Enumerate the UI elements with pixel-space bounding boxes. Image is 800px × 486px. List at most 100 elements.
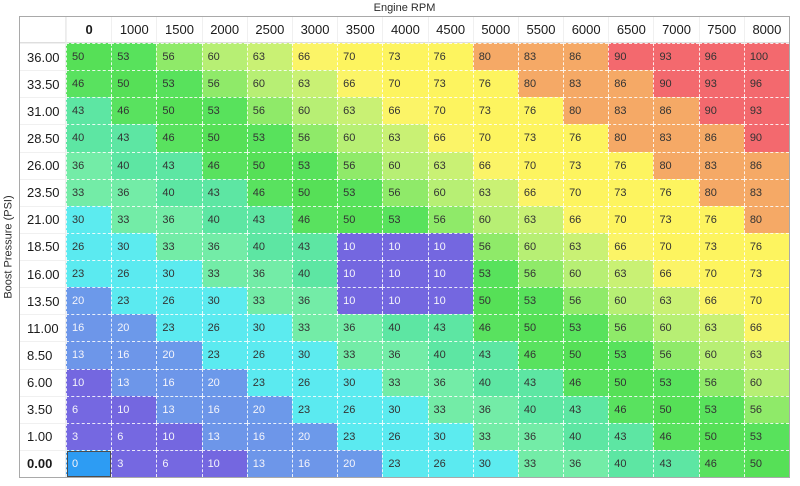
table-cell[interactable]: 40 [608,449,654,477]
table-cell[interactable]: 20 [66,287,112,315]
table-cell[interactable]: 56 [201,70,247,98]
table-cell[interactable]: 70 [382,70,428,98]
table-cell[interactable]: 63 [382,124,428,152]
table-cell[interactable]: 33 [337,341,383,369]
table-cell[interactable]: 50 [291,178,338,206]
row-header-3.50[interactable]: 3.50 [20,395,66,423]
table-cell[interactable]: 10 [337,260,383,288]
table-cell[interactable]: 10 [382,260,428,288]
table-cell[interactable]: 33 [382,368,428,396]
table-cell[interactable]: 46 [156,124,202,152]
table-cell[interactable]: 60 [608,287,654,315]
table-cell[interactable]: 50 [201,124,247,152]
table-cell[interactable]: 53 [743,422,789,450]
table-cell[interactable]: 30 [66,205,112,233]
table-cell[interactable]: 50 [66,43,112,71]
table-cell[interactable]: 100 [743,43,789,71]
table-cell[interactable]: 53 [111,43,157,71]
table-cell[interactable]: 60 [201,43,247,71]
table-cell[interactable]: 56 [653,341,699,369]
table-cell[interactable]: 23 [66,260,112,288]
row-header-28.50[interactable]: 28.50 [20,124,66,152]
table-cell[interactable]: 3 [111,449,157,477]
table-cell[interactable]: 20 [156,341,202,369]
row-header-31.00[interactable]: 31.00 [20,97,66,125]
table-cell[interactable]: 56 [743,395,789,423]
table-cell[interactable]: 46 [246,178,292,206]
row-header-18.50[interactable]: 18.50 [20,232,66,260]
table-cell[interactable]: 33 [472,422,518,450]
table-cell[interactable]: 80 [563,97,609,125]
table-cell[interactable]: 23 [201,341,247,369]
table-cell[interactable]: 53 [246,124,292,152]
table-cell[interactable]: 20 [111,314,157,342]
column-header-6500[interactable]: 6500 [608,17,654,43]
table-cell[interactable]: 36 [472,395,518,423]
table-cell[interactable]: 76 [472,70,518,98]
table-cell[interactable]: 16 [201,395,247,423]
table-cell[interactable]: 63 [517,205,564,233]
table-cell[interactable]: 83 [653,124,699,152]
table-cell[interactable]: 40 [427,341,473,369]
table-cell[interactable]: 80 [608,124,654,152]
table-cell[interactable]: 76 [653,178,699,206]
table-cell[interactable]: 40 [382,314,428,342]
table-cell[interactable]: 40 [517,395,564,423]
table-cell[interactable]: 43 [111,124,157,152]
table-cell[interactable]: 83 [743,178,789,206]
table-cell[interactable]: 20 [291,422,338,450]
table-cell[interactable]: 40 [246,232,292,260]
table-cell[interactable]: 60 [291,97,338,125]
table-cell[interactable]: 6 [156,449,202,477]
table-cell[interactable]: 90 [653,70,699,98]
table-cell[interactable]: 33 [111,205,157,233]
table-cell[interactable]: 10 [382,287,428,315]
table-cell[interactable]: 50 [246,151,292,179]
table-cell[interactable]: 70 [698,260,744,288]
table-cell[interactable]: 10 [66,368,112,396]
table-cell[interactable]: 63 [246,43,292,71]
table-cell[interactable]: 66 [698,287,744,315]
table-cell[interactable]: 63 [698,314,744,342]
table-cell[interactable]: 63 [743,341,789,369]
table-cell[interactable]: 73 [743,260,789,288]
row-header-8.50[interactable]: 8.50 [20,341,66,369]
table-cell[interactable]: 73 [653,205,699,233]
table-cell[interactable]: 46 [201,151,247,179]
table-cell[interactable]: 50 [517,314,564,342]
table-cell[interactable]: 50 [337,205,383,233]
table-cell[interactable]: 6 [66,395,112,423]
table-cell[interactable]: 56 [337,151,383,179]
table-cell[interactable]: 26 [246,341,292,369]
table-cell[interactable]: 40 [291,260,338,288]
table-cell[interactable]: 36 [517,422,564,450]
table-cell[interactable]: 66 [608,232,654,260]
table-cell[interactable]: 60 [472,205,518,233]
table-cell[interactable]: 90 [608,43,654,71]
table-cell[interactable]: 26 [156,287,202,315]
table-cell[interactable]: 66 [427,124,473,152]
table-cell[interactable]: 96 [698,43,744,71]
table-cell[interactable]: 26 [111,260,157,288]
table-cell[interactable]: 76 [563,124,609,152]
row-header-33.50[interactable]: 33.50 [20,70,66,98]
column-header-4000[interactable]: 4000 [382,17,428,43]
table-cell[interactable]: 80 [653,151,699,179]
table-cell[interactable]: 53 [337,178,383,206]
table-cell[interactable]: 66 [382,97,428,125]
table-cell[interactable]: 43 [201,178,247,206]
row-header-21.00[interactable]: 21.00 [20,205,66,233]
table-cell[interactable]: 66 [291,43,338,71]
table-cell[interactable]: 36 [382,341,428,369]
table-cell[interactable]: 40 [66,124,112,152]
table-cell[interactable]: 26 [382,422,428,450]
table-cell[interactable]: 53 [201,97,247,125]
table-cell[interactable]: 33 [156,232,202,260]
table-cell[interactable]: 46 [472,314,518,342]
table-cell[interactable]: 36 [201,232,247,260]
table-cell[interactable]: 10 [382,232,428,260]
table-cell[interactable]: 50 [653,395,699,423]
column-header-0[interactable]: 0 [66,17,112,43]
table-cell[interactable]: 53 [156,70,202,98]
table-cell[interactable]: 63 [291,70,338,98]
